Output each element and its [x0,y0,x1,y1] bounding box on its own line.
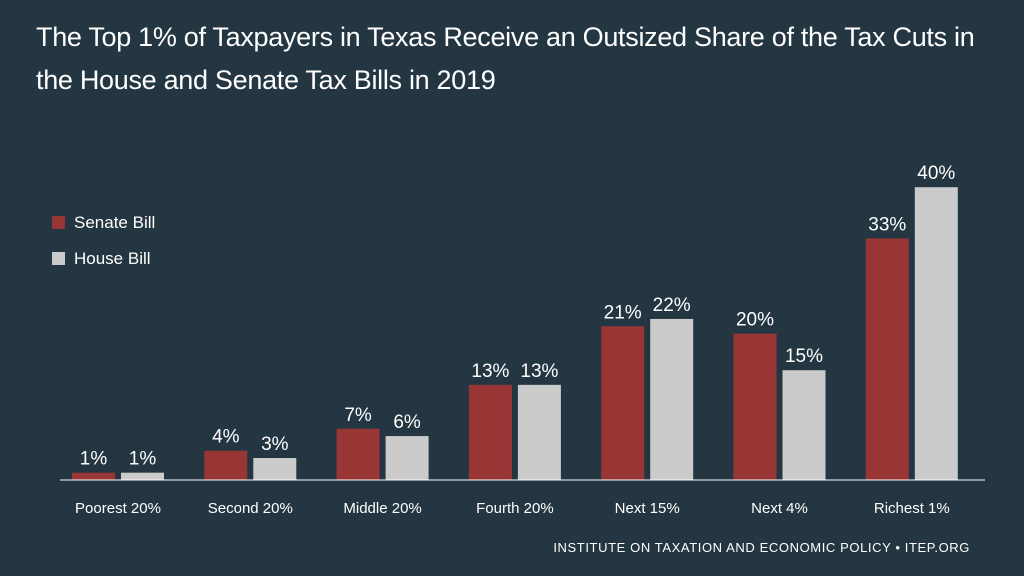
value-label-house-bill-5: 22% [653,295,691,316]
legend-swatch-senate-bill [52,216,65,229]
value-label-senate-bill-3: 7% [344,405,372,426]
x-tick-label-3: Middle 20% [343,500,421,517]
x-tick-label-6: Next 4% [751,500,808,517]
value-labels-layer: 1% 1% 4% 3% 7% 6% 13% 13% 21% 22% 20% 15% 33% 40% [80,163,956,469]
legend-swatch-house-bill [52,252,65,265]
value-label-senate-bill-2: 4% [212,427,240,448]
bar-house-bill-1 [121,472,164,480]
bar-senate-bill-4 [468,384,512,480]
x-tick-label-5: Next 15% [615,500,680,517]
bar-senate-bill-3 [336,428,380,480]
value-label-senate-bill-1: 1% [80,449,108,470]
x-tick-label-4: Fourth 20% [476,500,554,517]
x-tick-label-7: Richest 1% [874,500,950,517]
bar-senate-bill-2 [204,450,248,480]
bar-house-bill-3 [385,436,429,480]
tick-labels-layer: Poorest 20% Second 20% Middle 20% Fourth 20… [75,500,950,517]
value-label-senate-bill-6: 20% [736,310,774,331]
value-label-house-bill-2: 3% [261,434,289,455]
bar-house-bill-5 [650,318,694,480]
chart-title: The Top 1% of Taxpayers in Texas Receive… [36,22,975,95]
value-label-house-bill-4: 13% [520,361,558,382]
bar-house-bill-4 [517,384,561,480]
legend: Senate Bill House Bill [52,213,155,268]
x-tick-label-2: Second 20% [208,500,293,517]
value-label-house-bill-6: 15% [785,346,823,367]
bars-layer [72,187,958,480]
bar-senate-bill-6 [733,333,777,480]
bar-house-bill-6 [782,370,826,480]
legend-label-senate-bill: Senate Bill [74,213,155,232]
bar-house-bill-2 [253,458,297,480]
x-tick-label-1: Poorest 20% [75,500,161,517]
value-label-house-bill-7: 40% [917,163,955,184]
legend-label-house-bill: House Bill [74,249,151,268]
bar-house-bill-7 [914,187,958,480]
bar-senate-bill-1 [72,472,115,480]
value-label-senate-bill-5: 21% [604,302,642,323]
bar-senate-bill-5 [601,326,645,480]
value-label-senate-bill-7: 33% [868,214,906,235]
source-credit: INSTITUTE ON TAXATION AND ECONOMIC POLIC… [553,540,970,555]
value-label-house-bill-3: 6% [393,412,421,433]
value-label-senate-bill-4: 13% [471,361,509,382]
bar-senate-bill-7 [865,238,909,480]
value-label-house-bill-1: 1% [129,449,157,470]
